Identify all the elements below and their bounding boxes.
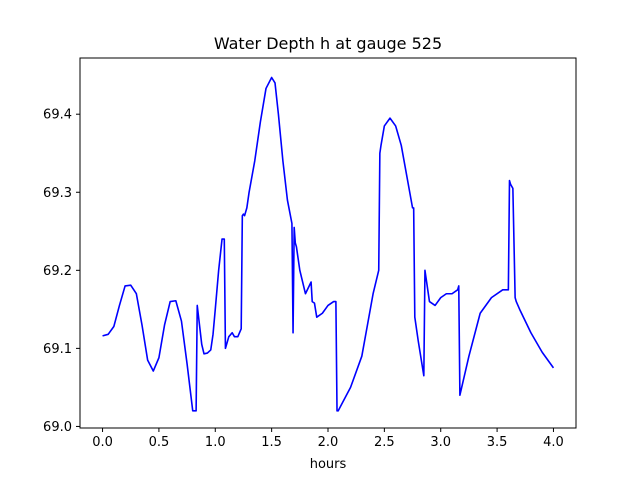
y-tick-label: 69.4 [43, 108, 72, 123]
axis-ticks: 0.0 0.5 1.0 1.5 2.0 2.5 3.0 3.5 4.0 69.0 69.1 69.2 6… [43, 108, 564, 450]
y-tick-label: 69.0 [43, 420, 72, 435]
x-tick-label: 0.0 [92, 435, 113, 450]
x-tick-label: 3.5 [487, 435, 508, 450]
plot-area [102, 76, 555, 412]
y-tick-label: 69.2 [43, 264, 72, 279]
y-tick-label: 69.1 [43, 342, 72, 357]
x-tick-label: 4.0 [543, 435, 564, 450]
x-tick-label: 1.0 [205, 435, 226, 450]
x-axis-label: hours [310, 457, 347, 472]
x-tick-label: 1.5 [261, 435, 282, 450]
x-tick-label: 0.5 [149, 435, 170, 450]
x-tick-label: 3.0 [430, 435, 451, 450]
y-tick-label: 69.3 [43, 186, 72, 201]
series-line-0 [102, 76, 555, 412]
x-tick-label: 2.5 [374, 435, 395, 450]
chart-title: Water Depth h at gauge 525 [214, 34, 442, 53]
x-tick-label: 2.0 [318, 435, 339, 450]
axes-frame [79, 57, 577, 429]
